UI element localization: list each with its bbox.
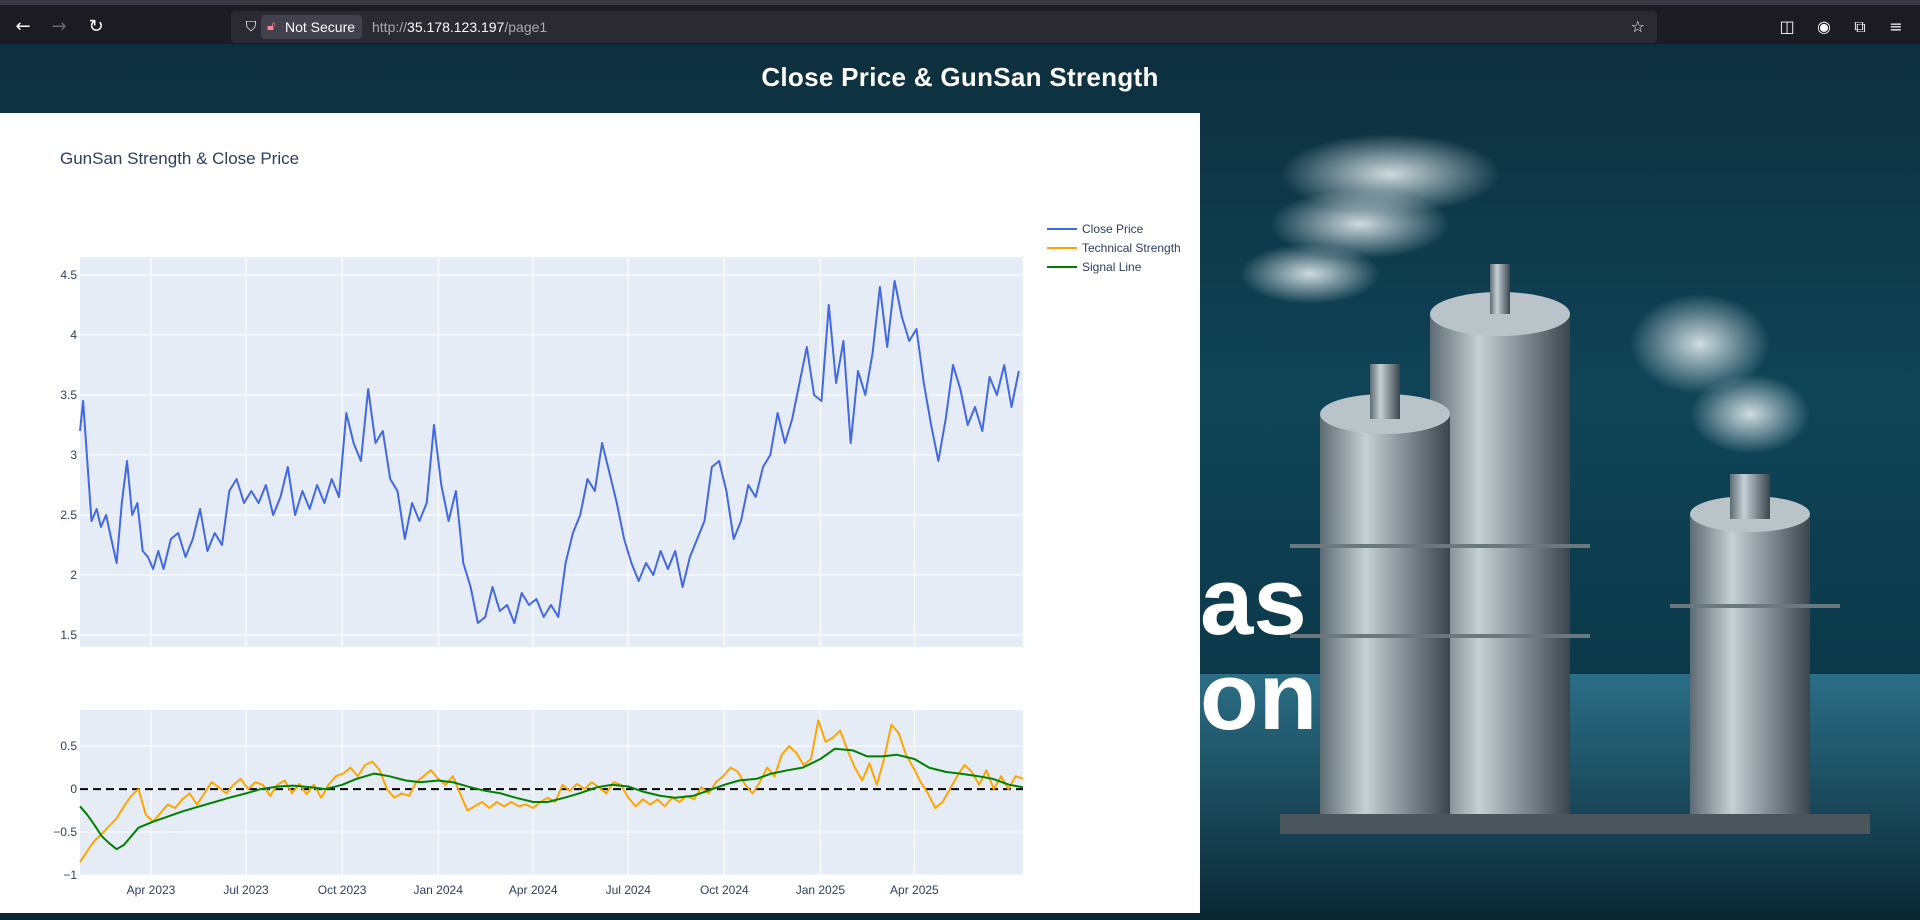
tank [1320, 414, 1450, 834]
smoke-cloud [1240, 244, 1380, 304]
back-icon[interactable]: ← [15, 16, 31, 37]
url-path: /page1 [504, 19, 548, 35]
y-tick-label: 0.5 [60, 739, 77, 753]
url-host: 35.178.123.197 [407, 19, 505, 35]
url-scheme: http:// [372, 19, 408, 35]
page-content: Close Price & GunSan Strength [0, 44, 1920, 920]
url-text[interactable]: http://35.178.123.197/page1 [372, 15, 547, 39]
pocket-icon[interactable]: ◫ [1779, 17, 1795, 36]
y-tick-label: 4.5 [60, 268, 77, 282]
y-tick-label: 4 [70, 328, 77, 342]
x-tick-label: Apr 2025 [890, 883, 939, 897]
chart-title: GunSan Strength & Close Price [60, 149, 300, 168]
x-tick-label: Jul 2023 [223, 883, 269, 897]
background-word-2: on [1200, 643, 1317, 750]
y-tick-label: 1.5 [60, 628, 77, 642]
page-title: Close Price & GunSan Strength [761, 62, 1159, 92]
security-label: Not Secure [285, 19, 356, 35]
y-tick-label: 3.5 [60, 388, 77, 402]
legend-entry: Technical Strength [1082, 241, 1181, 255]
legend-entry: Close Price [1082, 222, 1144, 236]
reload-icon[interactable]: ↻ [88, 16, 104, 37]
x-tick-label: Apr 2024 [509, 883, 558, 897]
forward-icon[interactable]: → [51, 16, 67, 37]
y-tick-label: 2 [70, 568, 77, 582]
series-line-signal-line [79, 747, 1024, 851]
chart-card: GunSan Strength & Close Price Apr 2023 Ju… [0, 113, 1200, 913]
x-tick-label: Apr 2023 [127, 883, 176, 897]
url-bar[interactable]: ⛉ 🔓︎ Not Secure http://35.178.123.197/pa… [231, 11, 1657, 43]
tank [1690, 514, 1810, 834]
browser-toolbar: ← → ↻ ⛉ 🔓︎ Not Secure http://35.178.123.… [0, 0, 1920, 44]
series-line-technical-strength [79, 719, 1024, 863]
shield-icon[interactable]: ⛉ [245, 19, 257, 35]
y-tick-label: 3 [70, 448, 77, 462]
smoke-cloud [1630, 294, 1770, 394]
plot-area-1 [80, 257, 1023, 647]
plot-area-2 [80, 710, 1023, 875]
factory-illustration: as on [1200, 134, 1920, 920]
x-tick-label: Jul 2024 [606, 883, 652, 897]
series-line-close-price [79, 280, 1020, 624]
y-tick-label: −1 [63, 868, 77, 882]
menu-icon[interactable]: ≡ [1889, 17, 1903, 36]
security-indicator[interactable]: 🔓︎ Not Secure [261, 15, 363, 39]
lock-icon: 🔓︎ [267, 19, 276, 34]
extensions-icon[interactable]: ⧉ [1854, 17, 1866, 36]
x-tick-label: Oct 2023 [318, 883, 367, 897]
smoke-cloud [1690, 374, 1810, 454]
x-tick-label: Oct 2024 [700, 883, 749, 897]
x-tick-label: Jan 2025 [796, 883, 846, 897]
y-tick-label: −0.5 [53, 825, 77, 839]
y-tick-label: 0 [70, 782, 77, 796]
smoke-cloud [1270, 189, 1450, 259]
tank [1430, 314, 1570, 834]
legend-entry: Signal Line [1082, 260, 1142, 274]
y-tick-label: 2.5 [60, 508, 77, 522]
account-icon[interactable]: ◉ [1817, 17, 1831, 36]
chart[interactable]: Apr 2023 Jul 2023 Oct 2023 Jan 2024 Apr 2024… [0, 113, 1200, 913]
bottom-strip [0, 912, 1920, 920]
star-icon[interactable]: ☆ [1630, 17, 1645, 36]
background-word-1: as [1200, 548, 1307, 655]
x-tick-label: Jan 2024 [413, 883, 463, 897]
